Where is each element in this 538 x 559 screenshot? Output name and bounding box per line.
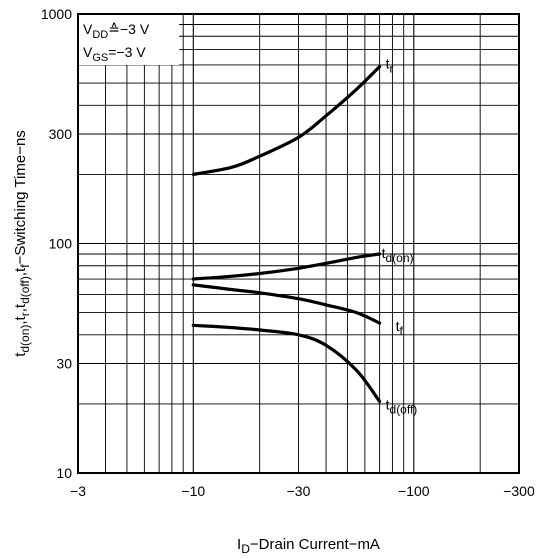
- series-label-r: tr: [386, 56, 394, 76]
- conditions-box: [79, 15, 179, 65]
- y-tick-label: 30: [56, 356, 72, 372]
- series-label-f: tf: [396, 318, 404, 338]
- x-axis-title: ID−Drain Current−mA: [237, 536, 380, 556]
- y-axis-title: td(on),tr,td(off),tf−Switching Time−ns: [12, 130, 32, 357]
- series-curve-d(on): [191, 252, 382, 281]
- y-tick-label: 100: [49, 236, 73, 252]
- series-curve-d(off): [191, 323, 382, 404]
- series-label-d(on): td(on): [382, 245, 414, 265]
- labels: −3 −10 −30 −100 −300 10 30 100 300 1000 VDD≙−3 V VG…: [12, 6, 535, 556]
- y-tick-label: 300: [49, 126, 73, 142]
- x-tick-label: −10: [181, 483, 205, 499]
- y-tick-label: 1000: [41, 6, 72, 22]
- series-label-d(off): td(off): [386, 396, 418, 416]
- x-tick-label: −100: [398, 483, 430, 499]
- test-condition: VDD≙−3 V: [83, 21, 150, 41]
- series-curves: [191, 65, 382, 404]
- plot-frame: [77, 13, 520, 474]
- test-condition: VGS=−3 V: [83, 44, 146, 64]
- x-tick-label: −3: [70, 483, 86, 499]
- grid: [78, 14, 519, 473]
- y-tick-label: 10: [56, 465, 72, 481]
- series-curve-r: [191, 65, 382, 176]
- series-curve-f: [191, 283, 382, 325]
- x-tick-label: −30: [287, 483, 311, 499]
- x-tick-label: −300: [503, 483, 535, 499]
